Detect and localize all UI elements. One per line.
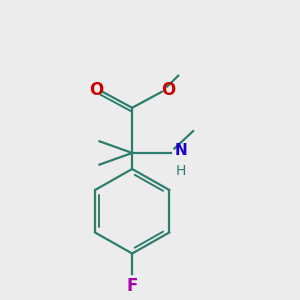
Text: N: N	[174, 143, 187, 158]
Text: F: F	[127, 278, 138, 296]
Text: O: O	[161, 81, 176, 99]
Text: O: O	[89, 81, 103, 99]
Text: H: H	[176, 164, 186, 178]
